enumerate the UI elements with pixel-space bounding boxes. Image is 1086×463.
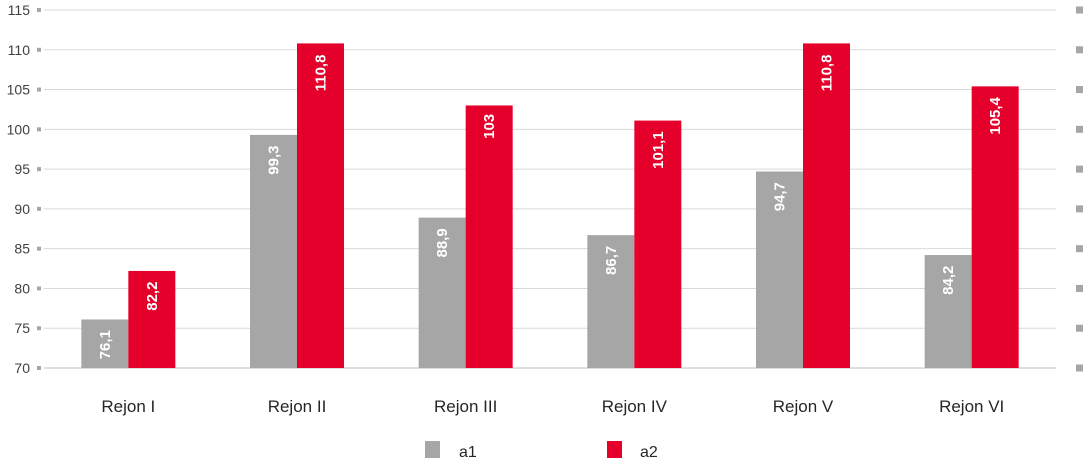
data-label-a2: 110,8 [819,55,836,92]
y-tick-marker [37,326,41,331]
y-tick-marker [37,127,41,132]
bar-a1 [250,134,297,368]
category-label: Rejon IV [602,397,668,416]
legend-swatch-a1 [425,441,440,458]
data-label-a1: 94,7 [772,182,789,211]
bar-a1 [756,171,803,368]
data-label-a1: 99,3 [266,146,283,175]
right-axis-marker [1076,245,1083,253]
right-axis-marker [1076,86,1083,94]
data-label-a2: 103 [481,114,498,139]
category-label: Rejon I [101,397,155,416]
right-axis-marker [1076,46,1083,54]
y-tick-label: 90 [14,201,30,217]
y-tick-marker [37,246,41,251]
right-axis-marker [1076,284,1083,292]
right-axis-marker [1076,205,1083,213]
right-axis-marker [1076,364,1083,372]
y-tick-marker [37,47,41,52]
data-label-a2: 110,8 [313,55,330,92]
data-label-a1: 88,9 [434,228,451,257]
bars: 76,1 82,2 99,3 110,8 88,9 103 86,7 101,1 94,7 110… [81,43,1019,369]
y-tick-marker [37,8,41,12]
bar-a1 [418,217,466,368]
data-label-a1: 84,2 [940,266,957,295]
y-tick-label: 100 [7,121,31,137]
y-tick-label: 105 [7,82,31,98]
y-tick-marker [37,167,41,172]
bar-a2 [465,105,513,368]
y-tick-marker [37,206,41,211]
y-tick-label: 70 [14,360,30,376]
bar-a2 [971,86,1019,368]
legend-label-a1: a1 [459,444,477,461]
x-axis-categories: Rejon I Rejon II Rejon III Rejon IV Rejon V R… [101,397,1004,416]
bar-a1 [81,319,129,368]
y-tick-label: 75 [14,320,30,336]
data-label-a2: 105,4 [987,96,1004,134]
right-axis-marker [1076,324,1083,332]
category-label: Rejon III [434,397,497,416]
y-tick-marker [37,366,41,370]
legend: a1 a2 [425,441,658,461]
bar-a1 [924,255,972,368]
bar-a2 [634,120,682,369]
y-tick-marker [37,286,41,291]
data-label-a2: 101,1 [650,131,667,169]
data-label-a2: 82,2 [144,282,161,311]
right-axis-marker [1076,6,1083,14]
legend-swatch-a2 [607,441,622,458]
y-tick-label: 110 [8,42,31,58]
category-label: Rejon VI [939,397,1004,416]
right-axis-marker [1076,125,1083,133]
y-tick-marker [37,87,41,92]
y-tick-label: 85 [14,241,30,257]
legend-label-a2: a2 [640,444,658,461]
gridlines [44,9,1056,369]
bar-a2 [297,43,344,369]
category-label: Rejon V [773,397,834,416]
y-tick-label: 95 [14,161,30,177]
data-label-a1: 76,1 [97,330,114,359]
bar-a2 [803,43,850,369]
right-axis-markers [1076,6,1083,372]
bar-a2 [128,270,176,368]
category-label: Rejon II [268,397,327,416]
bar-a1 [587,235,635,368]
y-tick-label: 115 [8,2,31,18]
y-axis: 70 75 80 85 90 95 100 105 110 115 [7,2,1056,376]
right-axis-marker [1076,165,1083,173]
data-label-a1: 86,7 [603,246,620,275]
y-tick-label: 80 [14,280,30,296]
